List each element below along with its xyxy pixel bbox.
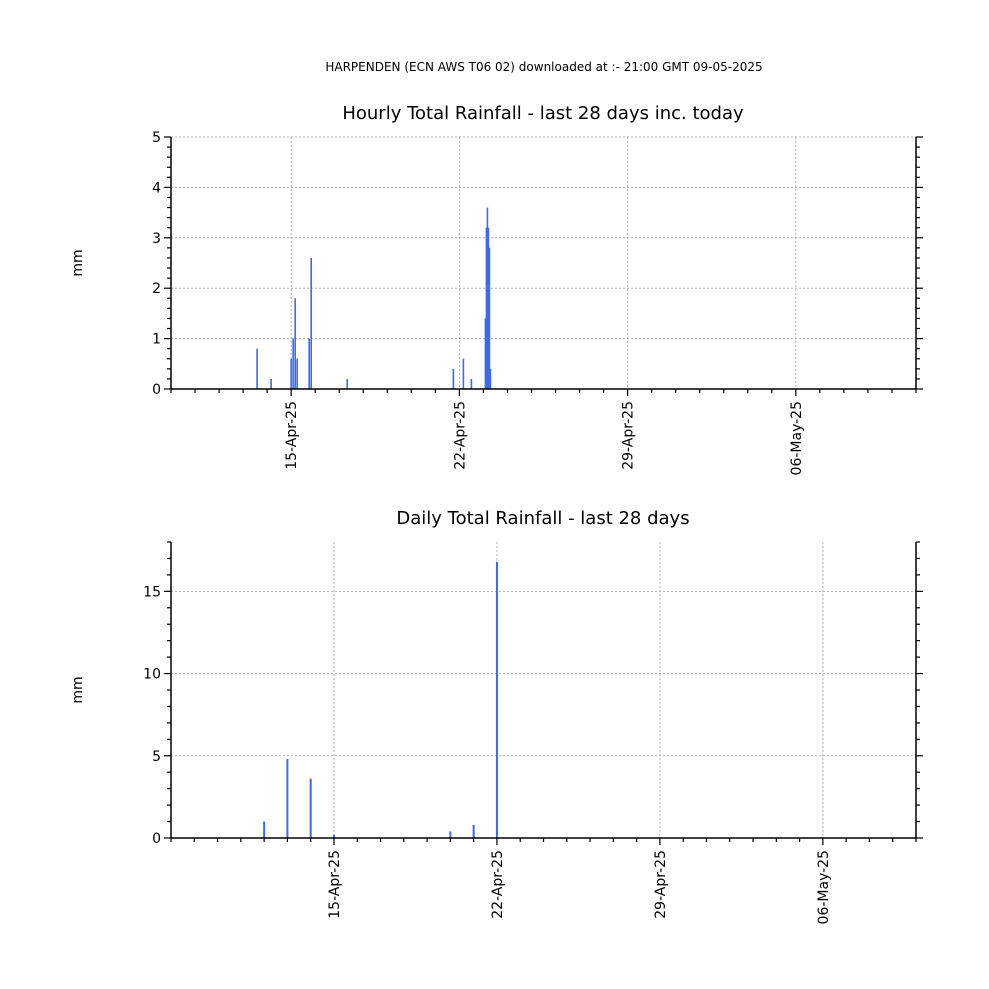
x-tick-label: 15-Apr-25 <box>327 850 343 919</box>
rain-bar <box>308 338 310 389</box>
rain-bar <box>489 368 492 389</box>
rain-bar <box>332 834 335 838</box>
download-header: HARPENDEN (ECN AWS T06 02) downloaded at… <box>325 60 763 74</box>
rain-bar <box>296 358 298 389</box>
rain-bar <box>263 821 266 838</box>
x-tick-label: 22-Apr-25 <box>452 401 468 470</box>
chart-title: Hourly Total Rainfall - last 28 days inc… <box>342 103 744 124</box>
y-tick-label: 2 <box>152 281 161 297</box>
y-tick-label: 4 <box>152 180 161 196</box>
rain-bar <box>484 318 487 389</box>
rain-bar <box>270 378 272 389</box>
y-tick-label: 1 <box>152 332 161 348</box>
y-axis-label: mm <box>70 676 86 703</box>
y-tick-label: 15 <box>143 584 161 600</box>
rain-bar <box>495 561 498 838</box>
x-tick-label: 15-Apr-25 <box>284 401 300 470</box>
rain-bar <box>452 368 455 389</box>
rain-bar <box>292 338 294 389</box>
y-tick-label: 0 <box>152 831 161 847</box>
rain-bar <box>310 257 312 389</box>
rain-bar <box>290 358 292 389</box>
rain-bar <box>472 824 475 838</box>
x-tick-label: 06-May-25 <box>816 850 832 924</box>
rain-bar <box>486 207 489 389</box>
rain-bar <box>487 227 490 389</box>
rain-bar <box>449 831 452 838</box>
y-tick-label: 0 <box>152 382 161 398</box>
rain-bar <box>485 227 488 389</box>
chart-title: Daily Total Rainfall - last 28 days <box>396 508 689 529</box>
x-tick-label: 29-Apr-25 <box>621 401 637 470</box>
rain-bar <box>462 358 465 389</box>
y-tick-label: 10 <box>143 667 161 683</box>
y-tick-label: 5 <box>152 749 161 765</box>
rain-bar <box>309 778 312 838</box>
y-tick-label: 3 <box>152 231 161 247</box>
x-tick-label: 29-Apr-25 <box>653 850 669 919</box>
rain-bar <box>470 378 473 389</box>
rain-bar <box>488 247 491 389</box>
rain-bar <box>346 378 349 389</box>
x-tick-label: 22-Apr-25 <box>490 850 506 919</box>
plot-area: 0 1 2 3 4 5 15-Apr-25 22-Apr-25 29-Apr-25 06-May-… <box>152 130 923 475</box>
rain-bar <box>286 759 289 838</box>
y-axis-label: mm <box>70 249 86 276</box>
y-tick-label: 5 <box>152 130 161 146</box>
plot-area: 0 5 10 15 15-Apr-25 22-Apr-25 29-Apr-25 06-May-… <box>143 541 923 924</box>
rain-bar <box>294 298 296 389</box>
rain-bar <box>256 348 258 389</box>
x-tick-label: 06-May-25 <box>789 401 805 475</box>
